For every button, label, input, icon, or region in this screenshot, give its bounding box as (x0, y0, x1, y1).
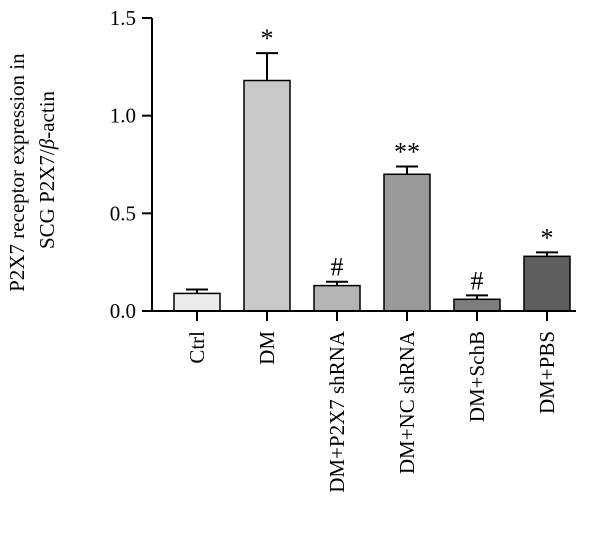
bars-group (173, 79, 571, 312)
bar (243, 79, 291, 312)
significance-mark: # (331, 253, 344, 282)
significance-mark: * (541, 223, 554, 252)
y-axis-label-line2-prefix: SCG P2X7/ (35, 149, 59, 249)
y-tick-label: 0.5 (110, 201, 136, 225)
y-tick-label: 0.0 (110, 299, 136, 323)
x-category-label: DM+PBS (535, 331, 559, 414)
x-category-label: DM+P2X7 shRNA (325, 330, 349, 493)
bar (173, 292, 221, 312)
y-ticks-group: 0.0 0.5 1.0 1.5 (110, 6, 152, 323)
x-category-label: DM+NC shRNA (395, 330, 419, 474)
bar (383, 173, 431, 312)
y-axis-label-line2-beta: β (35, 138, 59, 150)
significance-mark: # (471, 266, 484, 295)
x-category-label: DM (255, 331, 279, 365)
bar (313, 284, 361, 312)
x-category-label: DM+SchB (465, 331, 489, 422)
y-axis-label-line2-suffix: -actin (35, 90, 59, 138)
bar (523, 255, 571, 312)
error-bars-group (186, 52, 558, 300)
x-category-label: Ctrl (185, 331, 209, 364)
y-tick-label: 1.0 (110, 104, 136, 128)
bar (453, 298, 501, 312)
y-axis-label: P2X7 receptor expression in SCG P2X7/β-a… (5, 48, 59, 292)
x-ticks-group: Ctrl DM DM+P2X7 shRNA DM+NC shRNA DM+SchB DM+… (185, 311, 559, 493)
significance-marks-group: * # ** # * (261, 24, 554, 295)
y-tick-label: 1.5 (110, 6, 136, 30)
significance-mark: ** (394, 137, 420, 166)
y-axis-label-line1: P2X7 receptor expression in (5, 53, 29, 292)
significance-mark: * (261, 24, 274, 53)
